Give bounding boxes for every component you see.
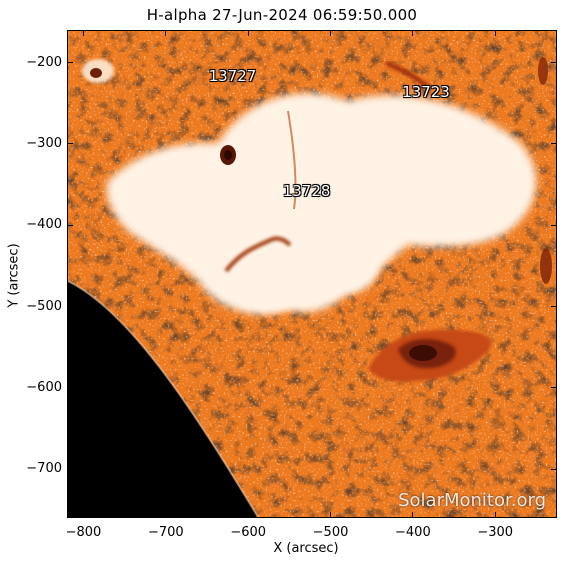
y-tick-mark (551, 143, 557, 145)
y-tick-mark (67, 224, 73, 226)
y-tick-mark (551, 468, 557, 470)
active-region-label-13723: 13723 (402, 82, 450, 101)
x-tick-label: −500 (312, 525, 349, 540)
x-tick-mark (412, 30, 414, 36)
active-region-label-13727: 13727 (208, 66, 257, 85)
solar-disk (68, 31, 556, 517)
y-axis-label: Y (arcsec) (6, 243, 22, 308)
x-tick-mark (82, 512, 84, 518)
x-tick-label: −800 (65, 525, 102, 540)
x-tick-mark (165, 512, 167, 518)
x-tick-mark (247, 30, 249, 36)
y-tick-mark (67, 143, 73, 145)
x-tick-label: −400 (395, 525, 431, 540)
x-tick-mark (330, 512, 332, 518)
halpha-solar-image (68, 31, 556, 517)
y-tick-label: −600 (26, 379, 62, 395)
y-tick-mark (551, 62, 557, 64)
y-tick-label: −700 (26, 461, 62, 477)
plot-title: H-alpha 27-Jun-2024 06:59:50.000 (146, 6, 418, 24)
x-tick-label: −300 (477, 525, 514, 540)
bright-plage-region (106, 93, 537, 314)
active-region-core (368, 329, 492, 382)
active-region-label-13728: 13728 (282, 182, 331, 201)
x-tick-mark (494, 30, 496, 36)
y-tick-mark (67, 62, 73, 64)
solar-image-frame: 13727 13723 13728 SolarMonitor.org (67, 30, 557, 518)
y-tick-mark (67, 468, 73, 470)
space-beyond-limb (68, 281, 258, 517)
y-tick-mark (551, 224, 557, 226)
x-tick-mark (165, 30, 167, 36)
y-tick-mark (67, 387, 73, 389)
y-tick-label: −500 (26, 298, 62, 314)
y-tick-label: −300 (26, 135, 62, 151)
x-tick-mark (412, 512, 414, 518)
y-tick-label: −200 (26, 54, 62, 70)
x-axis-label: X (arcsec) (273, 541, 339, 556)
y-tick-mark (551, 306, 557, 308)
y-tick-label: −400 (26, 217, 62, 233)
x-tick-label: −700 (147, 525, 184, 540)
x-tick-mark (247, 512, 249, 518)
x-tick-label: −600 (230, 525, 267, 540)
y-tick-mark (551, 387, 557, 389)
solarmonitor-watermark: SolarMonitor.org (398, 490, 546, 511)
filament-main (224, 60, 430, 273)
x-tick-mark (330, 30, 332, 36)
y-tick-mark (67, 306, 73, 308)
x-tick-mark (494, 512, 496, 518)
x-tick-mark (82, 30, 84, 36)
